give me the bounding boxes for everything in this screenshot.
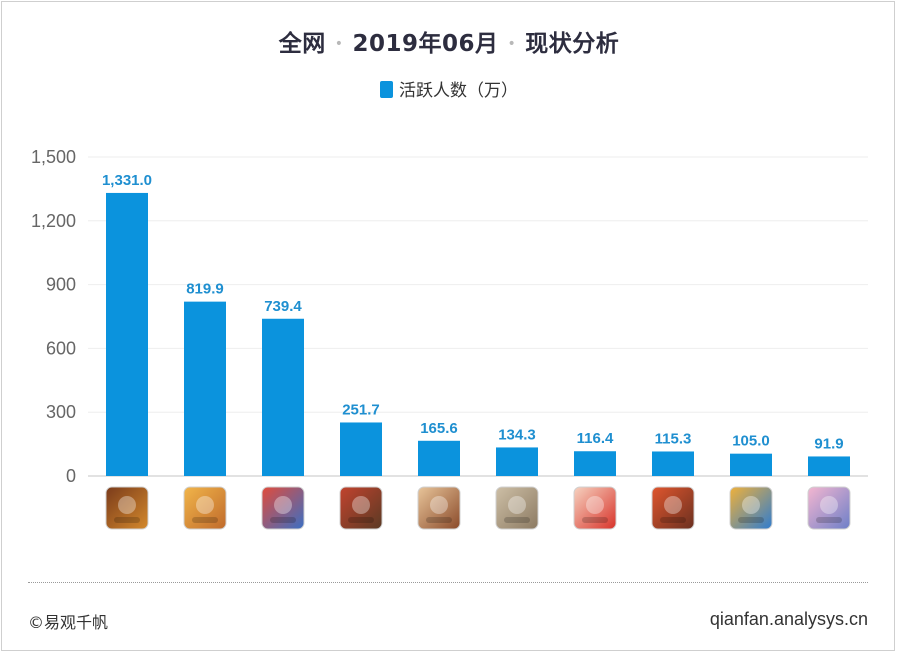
bar bbox=[652, 451, 694, 476]
app-icon-10 bbox=[807, 486, 851, 530]
app-icon-3 bbox=[261, 486, 305, 530]
bar bbox=[574, 451, 616, 476]
y-tick-label: 1,200 bbox=[31, 211, 76, 231]
data-label: 251.7 bbox=[342, 401, 380, 418]
y-tick-label: 600 bbox=[46, 338, 76, 358]
app-icon-face bbox=[430, 496, 448, 514]
data-label: 105.0 bbox=[732, 433, 770, 450]
app-icon-face bbox=[742, 496, 760, 514]
data-label: 91.9 bbox=[814, 435, 843, 452]
data-label: 134.3 bbox=[498, 426, 536, 443]
y-tick-label: 0 bbox=[66, 466, 76, 486]
chart-legend[interactable]: 活跃人数（万） bbox=[0, 76, 898, 101]
app-icon-detail bbox=[348, 517, 374, 523]
header-separator-2: • bbox=[507, 36, 517, 52]
app-icon-detail bbox=[660, 517, 686, 523]
y-tick-label: 1,500 bbox=[31, 147, 76, 167]
bar bbox=[340, 422, 382, 476]
data-label: 1,331.0 bbox=[102, 172, 152, 189]
app-icon-detail bbox=[114, 517, 140, 523]
app-icon-face bbox=[586, 496, 604, 514]
footer-divider bbox=[28, 582, 868, 583]
data-label: 115.3 bbox=[655, 430, 692, 447]
header-scope: 全网 bbox=[278, 31, 326, 57]
app-icon-face bbox=[664, 496, 682, 514]
chart-header: 全网 • 2019年06月 • 现状分析 bbox=[0, 24, 898, 57]
app-icon-face bbox=[820, 496, 838, 514]
app-icon-2 bbox=[183, 486, 227, 530]
copyright-text: ©易观千帆 bbox=[28, 613, 109, 632]
app-icon-4 bbox=[339, 486, 383, 530]
bar bbox=[808, 456, 850, 476]
app-icon-7 bbox=[573, 486, 617, 530]
bar-chart: 0 300 600 900 1,200 1,500 1,331.0 819.9 739.4 251… bbox=[31, 147, 868, 530]
header-topic: 现状分析 bbox=[525, 31, 620, 57]
app-icon-9 bbox=[729, 486, 773, 530]
legend-label: 活跃人数（万） bbox=[399, 81, 518, 101]
app-icon-face bbox=[118, 496, 136, 514]
app-icon-1 bbox=[105, 486, 149, 530]
bar bbox=[418, 440, 460, 476]
app-icon-6 bbox=[495, 486, 539, 530]
app-icon-detail bbox=[504, 517, 530, 523]
app-icon-face bbox=[352, 496, 370, 514]
app-icon-face bbox=[196, 496, 214, 514]
source-url[interactable]: qianfan.analysys.cn bbox=[709, 609, 868, 629]
data-label: 116.4 bbox=[577, 430, 614, 447]
bar bbox=[496, 447, 538, 476]
app-icon-5 bbox=[417, 486, 461, 530]
app-icon-detail bbox=[738, 517, 764, 523]
app-icon-8 bbox=[651, 486, 695, 530]
app-icon-detail bbox=[582, 517, 608, 523]
data-label: 819.9 bbox=[186, 281, 224, 298]
data-label: 165.6 bbox=[420, 420, 458, 437]
bar bbox=[730, 453, 772, 476]
app-icon-detail bbox=[192, 517, 218, 523]
app-icon-detail bbox=[426, 517, 452, 523]
legend-swatch bbox=[380, 81, 393, 98]
app-icon-detail bbox=[816, 517, 842, 523]
app-icon-detail bbox=[270, 517, 296, 523]
app-icon-face bbox=[508, 496, 526, 514]
bar bbox=[184, 301, 226, 476]
data-label: 739.4 bbox=[264, 298, 302, 315]
y-tick-label: 300 bbox=[46, 402, 76, 422]
bar bbox=[262, 318, 304, 476]
y-tick-label: 900 bbox=[46, 275, 76, 295]
bar bbox=[106, 192, 148, 476]
app-icon-face bbox=[274, 496, 292, 514]
header-separator-1: • bbox=[334, 36, 344, 52]
header-period: 2019年06月 bbox=[352, 31, 499, 57]
